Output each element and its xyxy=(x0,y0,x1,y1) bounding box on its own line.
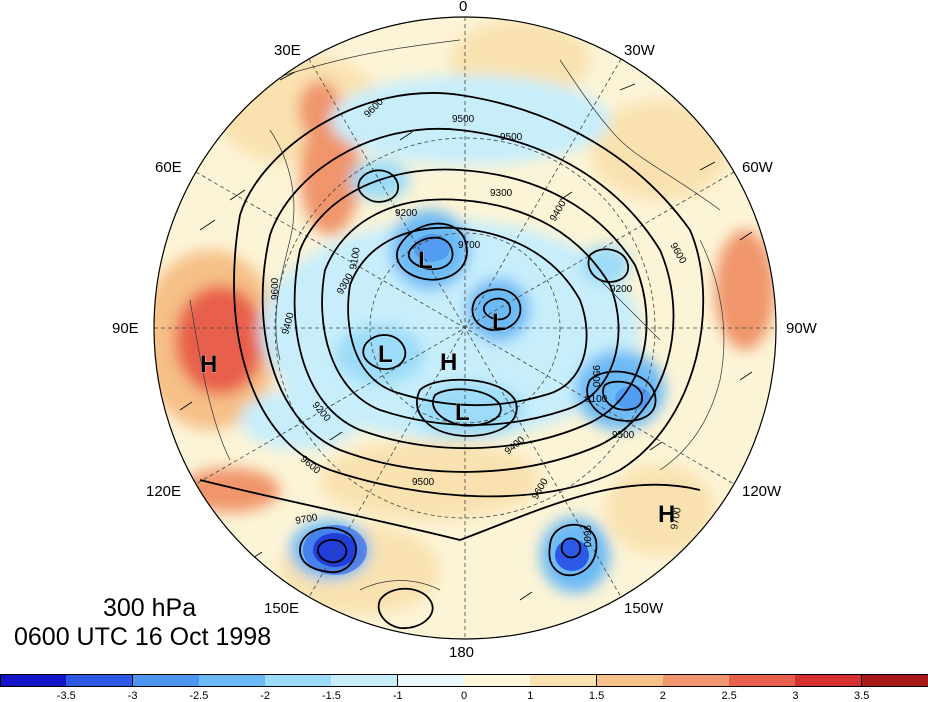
colorbar-swatch xyxy=(331,674,399,687)
colorbar-tick-label: 1.5 xyxy=(588,690,605,702)
contour-label: 9500 xyxy=(500,132,523,143)
high-center-marker: H xyxy=(200,351,217,378)
longitude-label-120e: 120E xyxy=(146,483,182,500)
anomaly-shading xyxy=(154,17,776,639)
low-center-marker: L xyxy=(492,309,507,336)
high-center-marker: H xyxy=(658,501,675,528)
colorbar-swatch xyxy=(861,674,928,687)
longitude-label-0: 0 xyxy=(459,0,468,15)
contour-label: 9600 xyxy=(581,525,592,548)
contour-label: 9200 xyxy=(395,208,418,219)
longitude-label-60w: 60W xyxy=(742,159,773,176)
map-boundary xyxy=(153,16,777,640)
contour-label: 9500 xyxy=(452,114,475,125)
longitude-label-60e: 60E xyxy=(155,159,182,176)
longitude-label-150w: 150W xyxy=(624,600,664,617)
contour-label: 9300 xyxy=(490,188,513,199)
contour-label: 9700 xyxy=(295,512,319,527)
low-center-marker: L xyxy=(418,247,433,274)
contour-label: 9500 xyxy=(590,365,601,388)
colorbar-tick-label: 3 xyxy=(792,690,799,702)
colorbar-swatch xyxy=(729,674,797,687)
valid-time-title: 0600 UTC 16 Oct 1998 xyxy=(14,623,272,651)
colorbar-swatch xyxy=(795,674,863,687)
high-center-marker: H xyxy=(440,349,457,376)
low-center-marker: L xyxy=(455,399,470,426)
colorbar-tick-label: -3.5 xyxy=(56,690,76,702)
colorbar: -3.5 -3 -2.5 -2 -1.5 -1 0 1 1.5 2 2.5 3 3.5 xyxy=(0,674,928,702)
colorbar-tick-label: -3 xyxy=(127,690,138,702)
colorbar-tick-label: -1.5 xyxy=(321,690,341,702)
contour-label: 9700 xyxy=(458,240,481,251)
colorbar-swatch xyxy=(397,674,465,687)
longitude-label-30e: 30E xyxy=(274,42,301,59)
longitude-label-150e: 150E xyxy=(264,600,300,617)
height-contours xyxy=(199,92,705,629)
colorbar-swatch xyxy=(596,674,664,687)
colorbar-swatch xyxy=(662,674,730,687)
contour-label: 9500 xyxy=(612,430,635,441)
longitude-label-90w: 90W xyxy=(786,320,817,337)
colorbar-tick-label: -1 xyxy=(392,690,403,702)
contour-label: 9100 xyxy=(585,394,608,405)
longitude-label-30w: 30W xyxy=(624,42,655,59)
colorbar-swatch xyxy=(464,674,531,687)
pressure-centers: L L L L H H H xyxy=(200,247,676,529)
longitude-label-120w: 120W xyxy=(742,483,782,500)
colorbar-swatch xyxy=(530,674,598,687)
longitude-label-90e: 90E xyxy=(112,320,139,337)
contour-label: 9600 xyxy=(270,277,281,300)
pressure-level-title: 300 hPa xyxy=(103,594,197,622)
colorbar-tick-label: 2 xyxy=(659,690,666,702)
colorbar-tick-label: 0 xyxy=(460,690,468,702)
contour-label: 9100 xyxy=(348,246,363,270)
colorbar-swatch xyxy=(265,674,333,687)
colorbar-tick-label: 3.5 xyxy=(854,690,870,702)
contour-label: 9700 xyxy=(669,506,684,530)
colorbar-swatch xyxy=(0,674,67,687)
low-center-marker: L xyxy=(378,341,393,368)
colorbar-swatch xyxy=(132,674,200,687)
colorbar-tick-label: -2 xyxy=(260,690,271,702)
contour-label: 9200 xyxy=(610,284,633,295)
colorbar-tick-label: 1 xyxy=(527,690,534,702)
colorbar-tick-label: 2.5 xyxy=(721,690,737,702)
colorbar-swatch xyxy=(66,674,134,687)
colorbar-swatch xyxy=(198,674,266,687)
contour-label: 9500 xyxy=(412,477,435,488)
colorbar-tick-label: -2.5 xyxy=(189,690,209,702)
longitude-label-180: 180 xyxy=(449,644,475,661)
